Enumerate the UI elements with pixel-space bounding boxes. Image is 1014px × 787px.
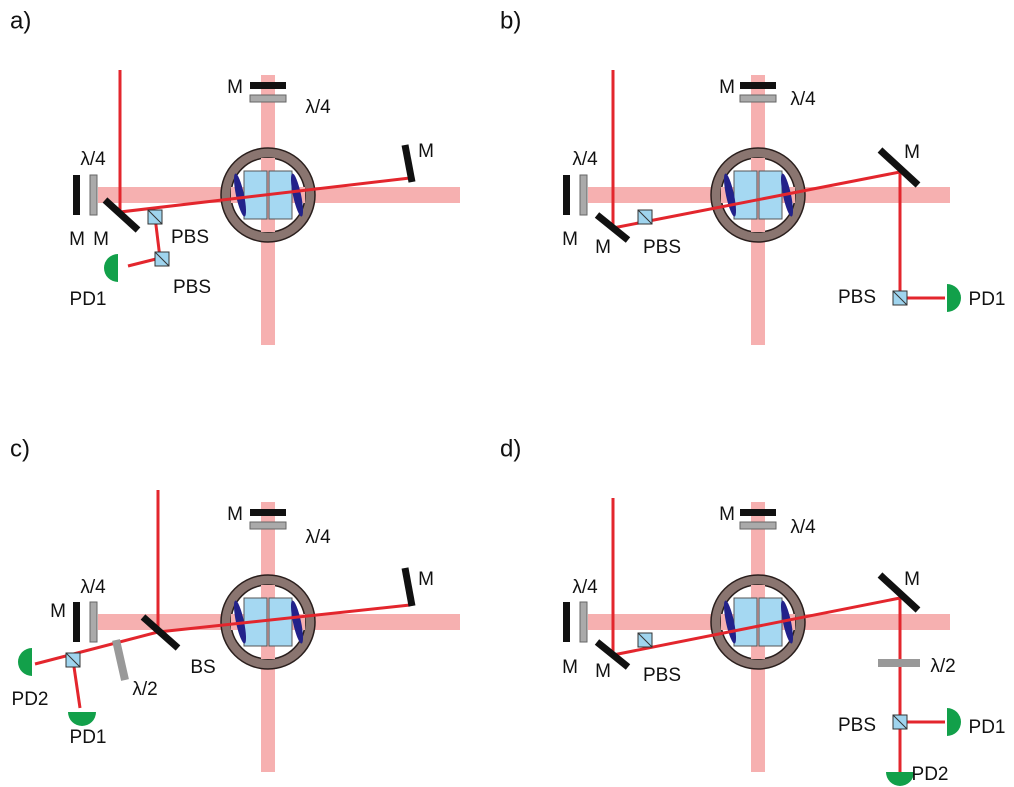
panel-label: b)	[500, 7, 521, 34]
photodiode	[886, 772, 914, 786]
component-label: λ/4	[790, 517, 816, 538]
mirror	[740, 509, 776, 516]
mirror	[250, 509, 286, 516]
crystal	[269, 598, 292, 646]
component-label: PBS	[171, 227, 209, 248]
crystal	[734, 598, 757, 646]
component-label: M	[904, 569, 920, 590]
component-label: PBS	[643, 665, 681, 686]
component-label: λ/4	[790, 89, 816, 110]
component-label: λ/4	[572, 577, 598, 598]
component-label: M	[227, 77, 243, 98]
diagram: a)Mλ/4λ/4MMMPBSPBSPD1b)Mλ/4λ/4MMMPBSPBSP…	[0, 0, 1014, 787]
component-label: M	[904, 142, 920, 163]
component-label: λ/2	[930, 656, 955, 677]
panel-label: d)	[500, 435, 521, 462]
component-label: M	[69, 229, 85, 250]
component-label: λ/4	[305, 97, 331, 118]
mirror	[563, 602, 570, 642]
mirror	[250, 82, 286, 89]
panel-label: a)	[10, 7, 31, 34]
waveplate	[90, 602, 97, 642]
waveplate	[740, 522, 776, 529]
waveplate	[90, 175, 97, 215]
component-label: M	[418, 141, 434, 162]
mirror	[73, 602, 80, 642]
component-label: M	[595, 237, 611, 258]
photodiode	[947, 284, 961, 312]
component-label: PD1	[70, 289, 107, 310]
waveplate	[116, 640, 125, 680]
component-label: PBS	[838, 287, 876, 308]
component-label: M	[719, 77, 735, 98]
waveplate	[250, 522, 286, 529]
component-label: λ/2	[132, 679, 157, 700]
waveplate	[250, 95, 286, 102]
component-label: PD1	[969, 717, 1006, 738]
waveplate	[740, 95, 776, 102]
component-label: BS	[190, 657, 215, 678]
panel-label: c)	[10, 435, 30, 462]
component-label: M	[719, 504, 735, 525]
waveplate	[580, 602, 587, 642]
crystal	[734, 171, 757, 219]
component-label: PD2	[12, 689, 49, 710]
component-label: M	[50, 601, 66, 622]
component-label: PBS	[838, 715, 876, 736]
component-label: PBS	[643, 237, 681, 258]
component-label: M	[562, 657, 578, 678]
waveplate	[580, 175, 587, 215]
component-label: M	[418, 569, 434, 590]
component-label: PBS	[173, 277, 211, 298]
photodiode	[68, 712, 96, 726]
mirror	[73, 175, 80, 215]
component-label: M	[93, 229, 109, 250]
component-label: PD2	[912, 764, 949, 785]
component-label: M	[227, 504, 243, 525]
component-label: λ/4	[572, 149, 598, 170]
component-label: λ/4	[80, 149, 106, 170]
component-label: λ/4	[305, 527, 331, 548]
component-label: PD1	[70, 727, 107, 748]
mirror	[405, 568, 412, 606]
photodiode	[18, 648, 32, 676]
component-label: M	[562, 229, 578, 250]
photodiode	[947, 708, 961, 736]
component-label: PD1	[969, 289, 1006, 310]
photodiode	[104, 254, 118, 282]
mirror	[740, 82, 776, 89]
mirror	[405, 145, 412, 182]
mirror	[563, 175, 570, 215]
component-label: M	[595, 661, 611, 682]
component-label: λ/4	[80, 577, 106, 598]
